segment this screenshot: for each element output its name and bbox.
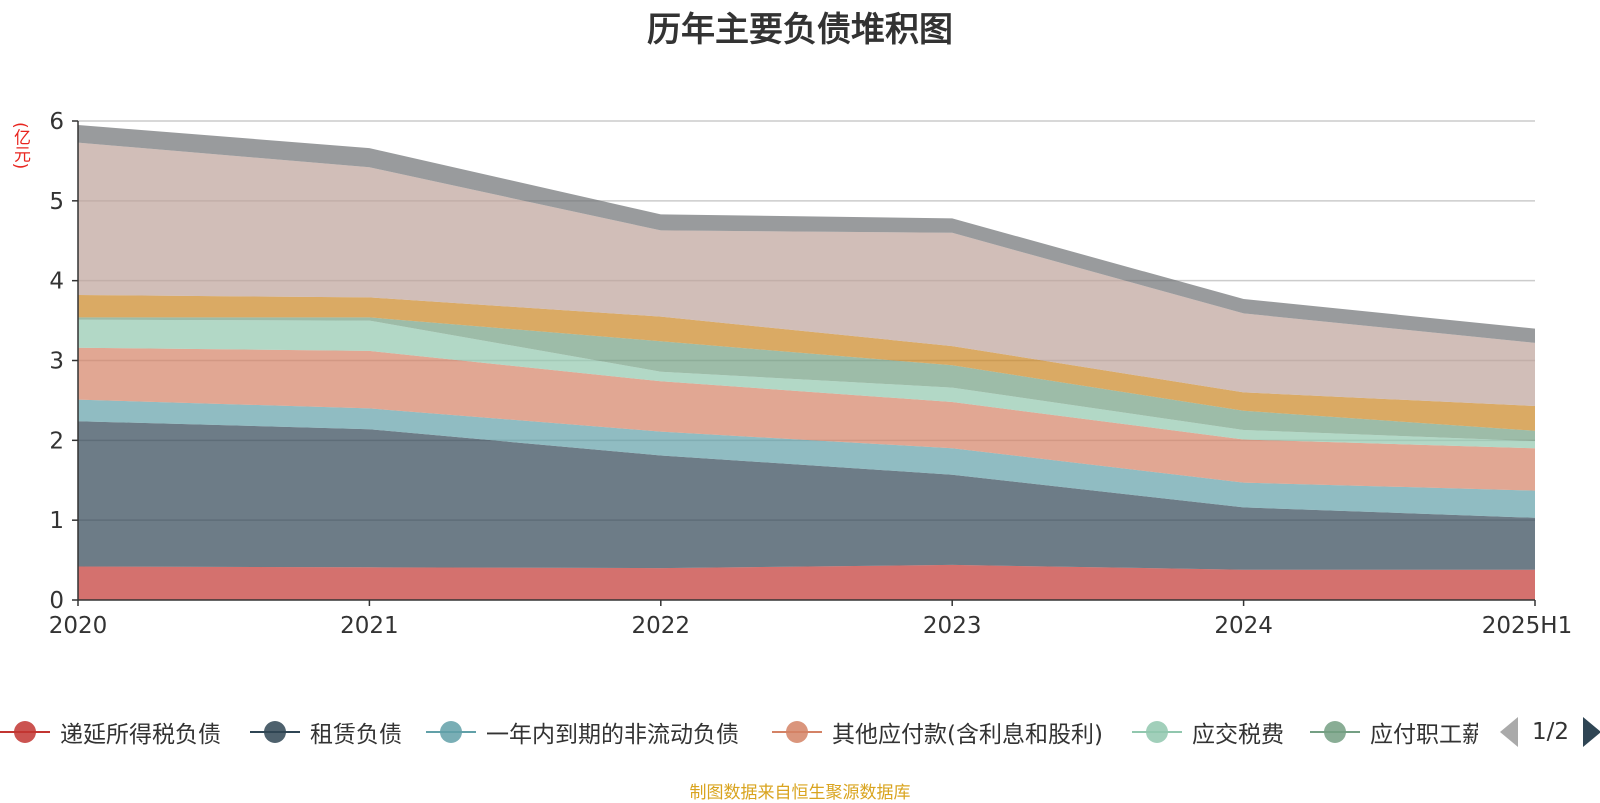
- axes: 0 1 2 3 4 5 6 2020 2021 2022 2023 2024 2025H1: [49, 109, 1573, 639]
- x-tick-label: 2020: [49, 613, 108, 639]
- legend-item[interactable]: 应交税费: [1132, 712, 1284, 752]
- area-series-1: [78, 564, 1535, 600]
- legend-marker-icon: [250, 720, 300, 744]
- legend-next-page-icon[interactable]: [1583, 717, 1600, 747]
- y-tick-label: 0: [49, 588, 64, 614]
- legend-label: 应付职工薪酬: [1370, 722, 1478, 748]
- legend-marker-icon: [772, 720, 822, 744]
- area-layer: [78, 125, 1535, 600]
- legend-page-indicator: 1/2: [1532, 719, 1570, 745]
- area-series-4: [78, 347, 1535, 491]
- y-tick-label: 2: [49, 428, 64, 454]
- legend-marker-icon: [0, 720, 50, 744]
- area-series-7: [78, 295, 1535, 431]
- legend-label: 应交税费: [1192, 722, 1284, 748]
- area-series-8: [78, 142, 1535, 406]
- x-tick-label: 2024: [1214, 613, 1273, 639]
- chart-title: 历年主要负债堆积图: [647, 10, 953, 50]
- legend-label: 一年内到期的非流动负债: [486, 722, 739, 748]
- x-tick-label: 2021: [340, 613, 399, 639]
- legend-label: 其他应付款(含利息和股利): [832, 722, 1103, 748]
- legend-prev-page-icon[interactable]: [1500, 717, 1518, 747]
- area-series-3: [78, 399, 1535, 518]
- y-tick-label: 6: [49, 109, 64, 135]
- legend-item[interactable]: 递延所得税负债: [0, 712, 221, 752]
- legend-marker-icon: [1132, 720, 1182, 744]
- x-tick-label: 2022: [632, 613, 691, 639]
- y-tick-label: 3: [49, 349, 64, 375]
- y-tick-label: 4: [49, 269, 64, 295]
- stacked-area-chart: 0 1 2 3 4 5 6 2020 2021 2022 2023 2024 2025H1: [49, 109, 1573, 639]
- legend-marker-icon: [426, 720, 476, 744]
- y-tick-label: 5: [49, 189, 64, 215]
- legend-label: 递延所得税负债: [60, 722, 221, 748]
- legend-marker-icon: [1310, 720, 1360, 744]
- legend-item[interactable]: 租赁负债: [250, 712, 402, 752]
- y-axis-unit: (亿元): [10, 122, 30, 170]
- area-series-6: [78, 317, 1535, 442]
- area-series-5: [78, 319, 1535, 449]
- legend-pager: 1/2: [1500, 712, 1600, 752]
- x-tick-label: 2025H1: [1482, 613, 1572, 639]
- data-source-note: 制图数据来自恒生聚源数据库: [689, 783, 911, 803]
- legend-items: 递延所得税负债 租赁负债 一年内到期的非流动负债 其他应付款(含利息和股利) 应交税费 应…: [0, 712, 1478, 752]
- legend: 递延所得税负债 租赁负债 一年内到期的非流动负债 其他应付款(含利息和股利) 应交税费 应…: [0, 712, 1600, 752]
- legend-item[interactable]: 一年内到期的非流动负债: [426, 712, 739, 752]
- area-series-2: [78, 421, 1535, 570]
- x-tick-label: 2023: [923, 613, 982, 639]
- legend-label: 租赁负债: [310, 722, 402, 748]
- legend-item[interactable]: 应付职工薪酬: [1310, 712, 1478, 752]
- area-series-9: [78, 125, 1535, 343]
- legend-item[interactable]: 其他应付款(含利息和股利): [772, 712, 1103, 752]
- y-tick-label: 1: [49, 508, 64, 534]
